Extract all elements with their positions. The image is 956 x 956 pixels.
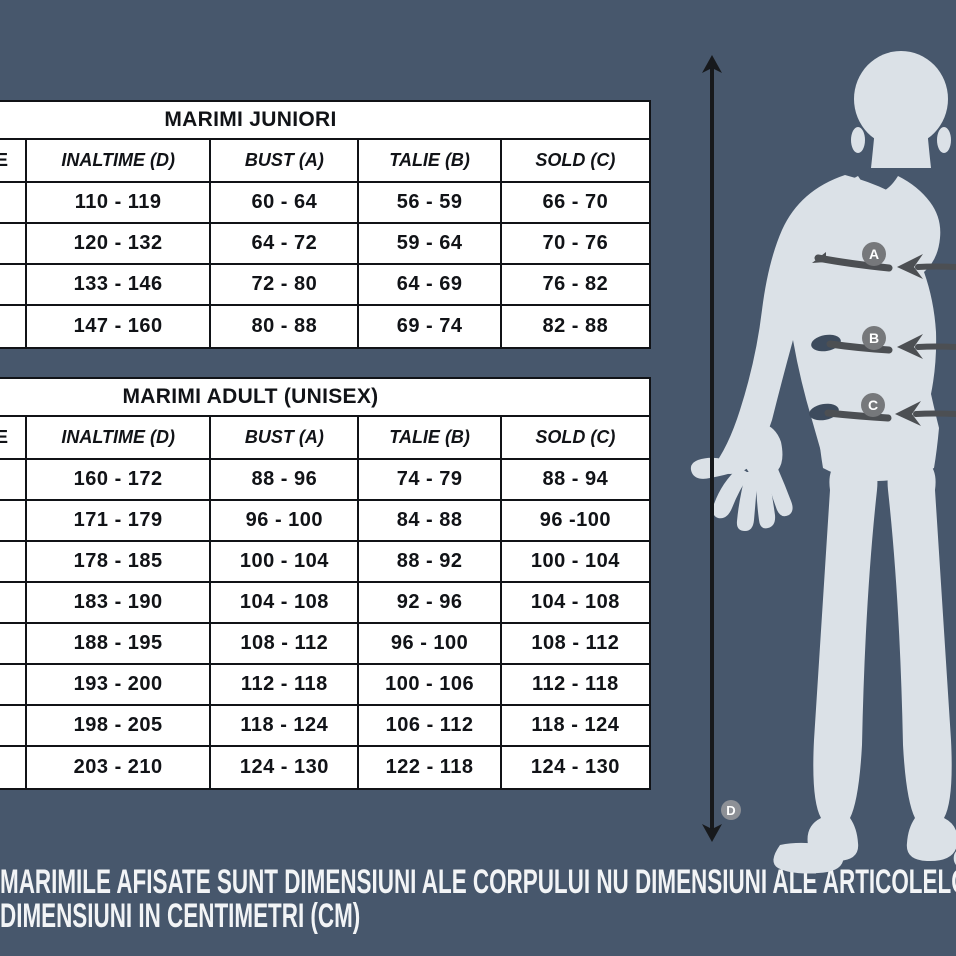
svg-text:C: C: [868, 397, 878, 413]
svg-text:B: B: [869, 330, 879, 346]
svg-text:A: A: [869, 246, 879, 262]
svg-text:D: D: [726, 803, 735, 818]
